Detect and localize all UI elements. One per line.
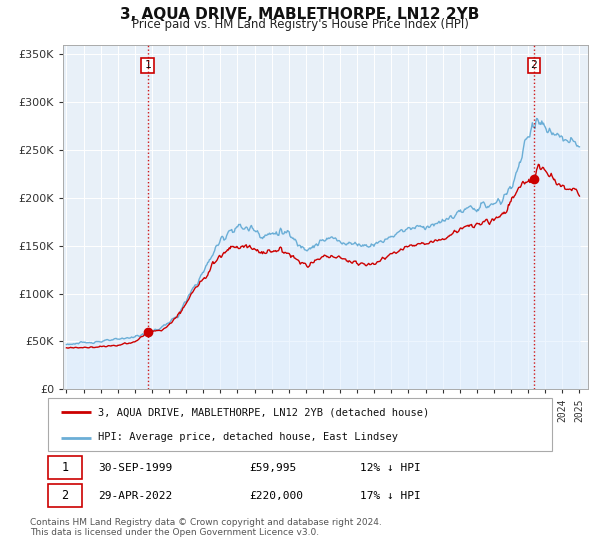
Text: 2: 2 [530,60,537,71]
Text: 29-APR-2022: 29-APR-2022 [98,491,173,501]
Text: Contains HM Land Registry data © Crown copyright and database right 2024.
This d: Contains HM Land Registry data © Crown c… [30,518,382,538]
Text: £59,995: £59,995 [250,463,297,473]
FancyBboxPatch shape [48,456,82,479]
Text: 30-SEP-1999: 30-SEP-1999 [98,463,173,473]
FancyBboxPatch shape [48,484,82,507]
Text: 12% ↓ HPI: 12% ↓ HPI [361,463,421,473]
Text: HPI: Average price, detached house, East Lindsey: HPI: Average price, detached house, East… [98,432,398,442]
Text: 3, AQUA DRIVE, MABLETHORPE, LN12 2YB: 3, AQUA DRIVE, MABLETHORPE, LN12 2YB [121,7,479,22]
Text: 1: 1 [62,461,68,474]
Text: Price paid vs. HM Land Registry's House Price Index (HPI): Price paid vs. HM Land Registry's House … [131,18,469,31]
Text: 17% ↓ HPI: 17% ↓ HPI [361,491,421,501]
FancyBboxPatch shape [48,398,552,451]
Text: £220,000: £220,000 [250,491,304,501]
Text: 1: 1 [144,60,151,71]
Text: 3, AQUA DRIVE, MABLETHORPE, LN12 2YB (detached house): 3, AQUA DRIVE, MABLETHORPE, LN12 2YB (de… [98,408,430,418]
Text: 2: 2 [62,489,68,502]
